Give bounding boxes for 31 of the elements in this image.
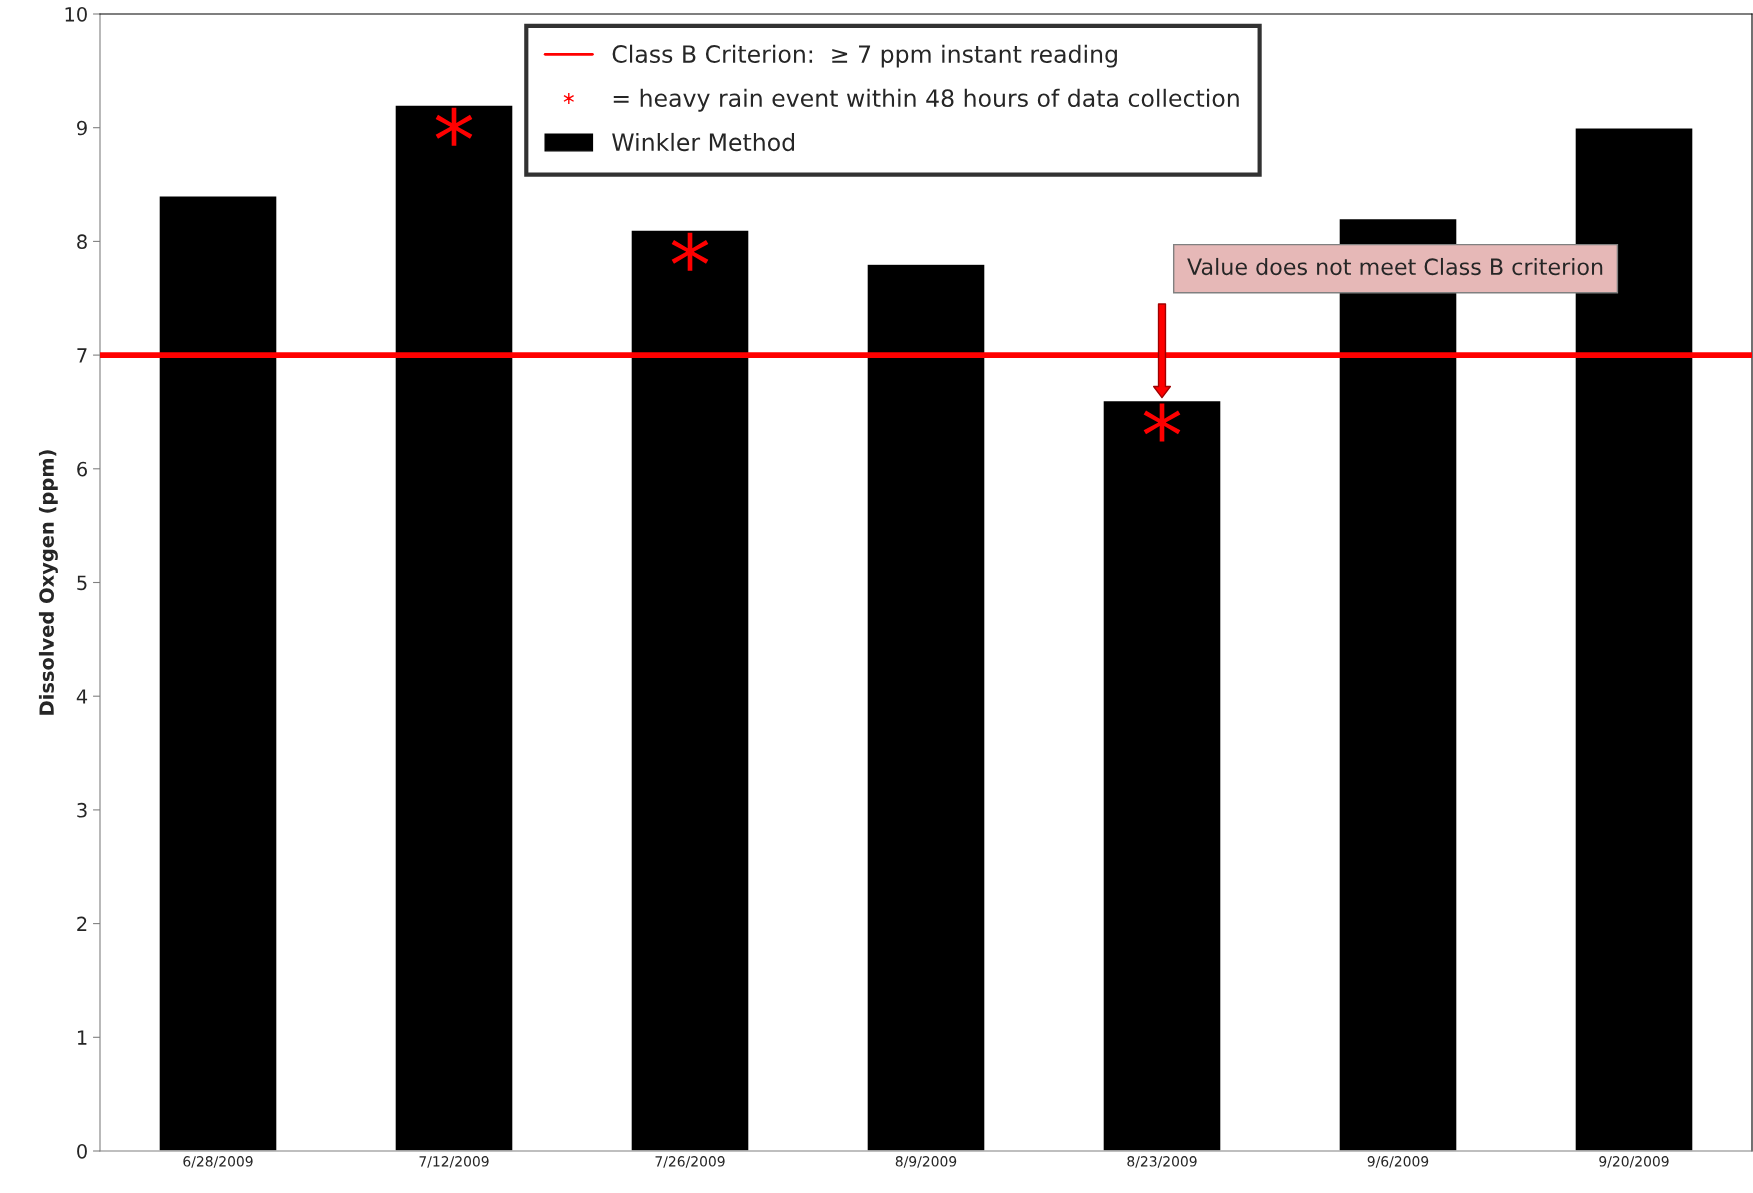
x-tick-label: 7/12/2009: [419, 1156, 489, 1168]
legend-label: Winkler Method: [612, 132, 795, 152]
y-tick-label: 2: [77, 916, 87, 931]
bar: [866, 263, 986, 1151]
y-tick-label: 1: [77, 1030, 87, 1045]
x-tick-label: 8/9/2009: [895, 1156, 957, 1168]
annotation: *: [1143, 403, 1181, 442]
bar: [630, 229, 750, 1151]
x-tick-label: 6/28/2009: [183, 1156, 253, 1168]
bar: [158, 195, 278, 1151]
annotation: = heavy rain event within 48 hours of data collection: [613, 88, 1239, 112]
bar: [394, 104, 514, 1151]
y-tick-label: 7: [77, 348, 87, 363]
annotation: *: [435, 107, 473, 146]
y-axis-title: Dissolved Oxygen (ppm): [38, 450, 58, 715]
x-tick-label: 9/20/2009: [1599, 1156, 1669, 1168]
legend-label: Class B Criterion: ≥ 7 ppm instant reading: [612, 44, 1117, 68]
y-tick-label: 9: [77, 120, 87, 136]
x-tick-label: 8/23/2009: [1127, 1156, 1197, 1168]
y-tick-label: 3: [77, 802, 87, 818]
y-tick-label: 6: [77, 461, 87, 477]
y-tick-label: 8: [77, 234, 87, 250]
x-tick-label: 7/26/2009: [655, 1156, 725, 1168]
y-tick-label: 0: [77, 1143, 87, 1159]
annotation: Value does not meet Class B criterion: [1187, 257, 1603, 276]
bar: [1102, 399, 1222, 1151]
annotation: *: [671, 232, 709, 271]
x-tick-label: 9/6/2009: [1367, 1156, 1429, 1168]
y-tick-label: 4: [76, 689, 88, 704]
y-tick-label: 10: [65, 6, 87, 22]
y-tick-label: 5: [77, 575, 87, 591]
